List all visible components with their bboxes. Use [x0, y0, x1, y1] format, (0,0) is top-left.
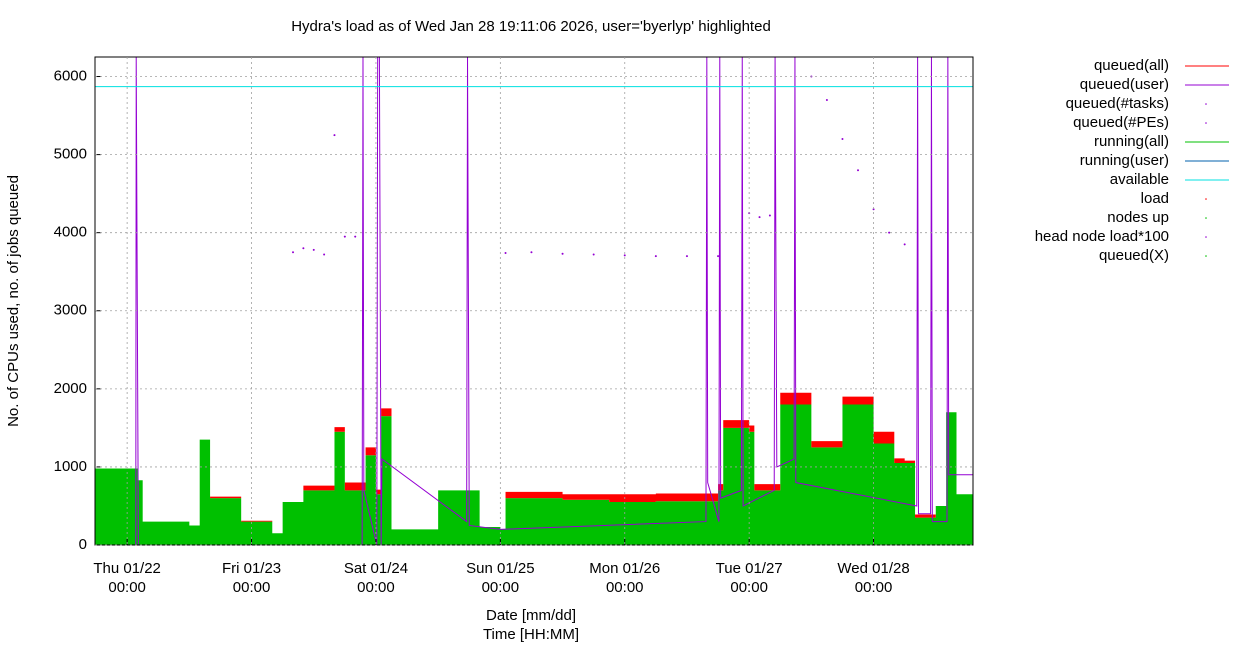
- point: [354, 235, 357, 238]
- x-tick-label: Sat 01/24: [344, 560, 408, 577]
- y-tick-label: 6000: [54, 67, 87, 84]
- x-tick-label: Thu 01/22: [93, 560, 161, 577]
- x-tick-label: 00:00: [108, 579, 146, 596]
- point: [768, 214, 771, 217]
- point: [903, 243, 906, 246]
- legend-symbol: [1205, 217, 1207, 219]
- legend-label: queued(user): [1080, 76, 1169, 93]
- point: [343, 235, 346, 238]
- y-tick-label: 1000: [54, 458, 87, 475]
- y-tick-label: 5000: [54, 146, 87, 163]
- x-tick-label: 00:00: [855, 579, 893, 596]
- line: [95, 57, 973, 545]
- point: [872, 208, 875, 211]
- x-tick-label: 00:00: [233, 579, 271, 596]
- legend-label: load: [1141, 190, 1169, 207]
- point: [302, 247, 305, 250]
- x-tick-label: Mon 01/26: [589, 560, 660, 577]
- x-tick-label: 00:00: [606, 579, 644, 596]
- x-tick-label: Tue 01/27: [716, 560, 783, 577]
- point: [623, 254, 626, 257]
- legend-symbol: [1205, 103, 1207, 105]
- point: [504, 251, 507, 254]
- x-axis-label: Date [mm/dd]: [486, 607, 576, 624]
- x-tick-label: Wed 01/28: [837, 560, 909, 577]
- x-tick-label: Sun 01/25: [466, 560, 534, 577]
- y-axis-label: No. of CPUs used, no. of jobs queued: [5, 175, 22, 427]
- point: [857, 169, 860, 172]
- x-tick-label: 00:00: [482, 579, 520, 596]
- x-axis-label: Time [HH:MM]: [483, 626, 579, 643]
- point: [323, 253, 326, 256]
- legend-label: queued(#tasks): [1066, 95, 1169, 112]
- legend-symbol: [1205, 255, 1207, 257]
- point: [717, 255, 720, 258]
- y-tick-label: 2000: [54, 380, 87, 397]
- y-tick-label: 4000: [54, 224, 87, 241]
- area: [95, 404, 973, 545]
- x-tick-label: Fri 01/23: [222, 560, 281, 577]
- x-tick-label: 00:00: [730, 579, 768, 596]
- point: [312, 248, 315, 251]
- chart-title: Hydra's load as of Wed Jan 28 19:11:06 2…: [291, 18, 771, 35]
- area: [95, 392, 973, 534]
- x-tick-label: 00:00: [357, 579, 395, 596]
- plot-area: [95, 57, 973, 545]
- point: [530, 251, 533, 254]
- legend-label: running(all): [1094, 133, 1169, 150]
- legend-label: nodes up: [1107, 209, 1169, 226]
- point: [685, 255, 688, 258]
- point: [758, 216, 761, 219]
- point: [292, 251, 295, 254]
- legend-label: queued(X): [1099, 247, 1169, 264]
- point: [825, 98, 828, 101]
- point: [888, 231, 891, 234]
- legend-label: available: [1110, 171, 1169, 188]
- point: [841, 137, 844, 140]
- legend-label: running(user): [1080, 152, 1169, 169]
- legend-symbol: [1205, 236, 1207, 238]
- legend-label: head node load*100: [1035, 228, 1169, 245]
- y-tick-label: 3000: [54, 302, 87, 319]
- point: [592, 253, 595, 256]
- legend-label: queued(#PEs): [1073, 114, 1169, 131]
- point: [654, 255, 657, 258]
- point: [333, 134, 336, 137]
- legend-symbol: [1205, 122, 1207, 124]
- legend-symbol: [1205, 198, 1207, 200]
- plot-frame: [94, 56, 974, 546]
- y-tick-label: 0: [79, 536, 87, 553]
- legend-label: queued(all): [1094, 57, 1169, 74]
- point: [561, 252, 564, 255]
